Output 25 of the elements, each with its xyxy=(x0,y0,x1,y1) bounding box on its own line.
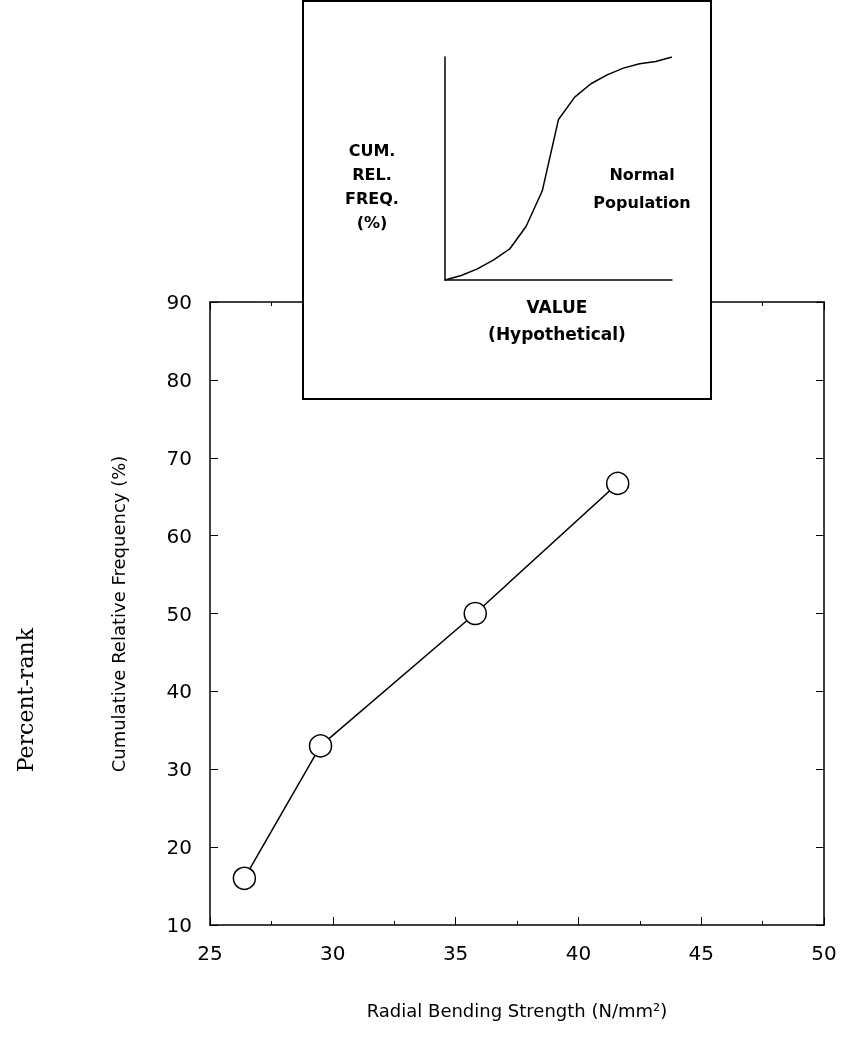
y-tick-label: 90 xyxy=(166,290,192,314)
x-axis-title: Radial Bending Strength (N/mm²) xyxy=(366,999,668,1021)
point xyxy=(308,734,333,758)
annotation: Normal Population xyxy=(593,164,691,212)
text: Percent-rank xyxy=(12,627,38,773)
point xyxy=(605,471,630,496)
x-tick-label: 30 xyxy=(320,941,346,965)
x-tick-label: 35 xyxy=(442,941,469,965)
y-tick-label: 10 xyxy=(166,913,192,937)
y-tick-label: 60 xyxy=(166,523,192,548)
y-tick-label: 80 xyxy=(166,367,192,392)
y-tick-label: 40 xyxy=(166,679,192,704)
y-tick-label: 20 xyxy=(166,835,192,860)
x-tick-label: 25 xyxy=(197,941,223,965)
y-axis-title: Cumulative Relative Frequency (%) xyxy=(107,455,129,773)
x-tick-label: 40 xyxy=(565,941,592,965)
point xyxy=(463,601,487,626)
x-axis-title: VALUE (Hypothetical) xyxy=(488,297,626,344)
y-tick-label: 50 xyxy=(166,601,192,626)
y-tick-label: 70 xyxy=(166,445,192,470)
point xyxy=(232,866,257,891)
y-axis-title: CUM. REL. FREQ. (%) xyxy=(345,140,399,232)
x-tick-label: 50 xyxy=(811,941,837,965)
y-tick-label: 30 xyxy=(166,757,192,782)
x-tick-label: 45 xyxy=(688,941,714,965)
